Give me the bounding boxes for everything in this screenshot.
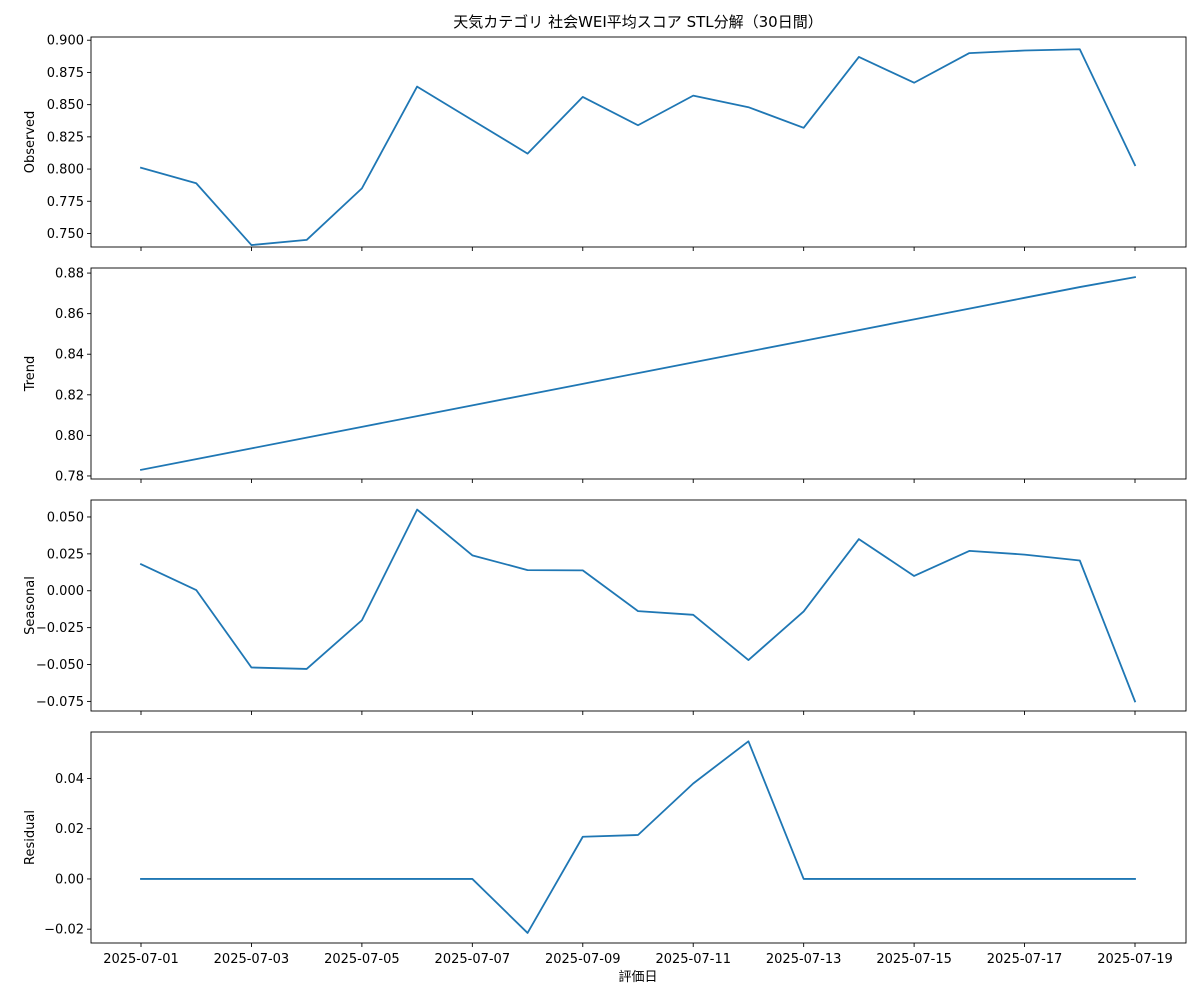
panel-frame <box>90 267 1187 480</box>
y-tick-label: 0.02 <box>55 822 84 837</box>
y-axis-label: Residual <box>23 810 38 865</box>
y-tick-label: 0.00 <box>55 872 84 887</box>
series-line-seasonal <box>139 508 1137 703</box>
y-tick-label: −0.075 <box>36 695 84 710</box>
x-tick-label: 2025-07-03 <box>214 952 290 967</box>
series-line-trend <box>139 276 1137 471</box>
x-tick-label: 2025-07-05 <box>324 952 400 967</box>
y-tick-label: 0.850 <box>47 98 84 113</box>
series-line-residual <box>140 740 1136 934</box>
y-tick-label: −0.025 <box>36 621 84 636</box>
y-tick-label: 0.800 <box>47 163 84 178</box>
y-axis-label: Trend <box>23 356 38 393</box>
x-axis-label: 評価日 <box>618 970 657 985</box>
y-tick-label: 0.900 <box>47 34 84 49</box>
panel-frame <box>90 731 1187 944</box>
panel-seasonal: −0.075 −0.050 −0.025 0.000 0.025 0.050 Seasona… <box>23 499 1187 715</box>
y-tick-label: −0.050 <box>36 658 84 673</box>
panel-residual: −0.02 0.00 0.02 0.04 Residual 2025-07-01 2025-… <box>23 731 1187 967</box>
y-tick-label: 0.82 <box>55 388 84 403</box>
y-tick-label: 0.86 <box>55 307 84 322</box>
y-tick-label: 0.050 <box>47 510 84 525</box>
y-tick-label: −0.02 <box>44 923 84 938</box>
chart-title: 天気カテゴリ 社会WEI平均スコア STL分解（30日間） <box>453 13 822 31</box>
y-tick-label: 0.78 <box>55 469 84 484</box>
y-axis-label: Observed <box>23 111 38 174</box>
y-tick-label: 0.775 <box>47 195 84 210</box>
x-tick-label: 2025-07-19 <box>1097 952 1173 967</box>
series-line-observed <box>139 48 1137 246</box>
x-tick-label: 2025-07-01 <box>103 952 179 967</box>
panel-trend: 0.78 0.80 0.82 0.84 0.86 0.88 Trend <box>23 267 1187 484</box>
y-tick-label: 0.80 <box>55 429 84 444</box>
x-tick-label: 2025-07-15 <box>876 952 952 967</box>
y-tick-label: 0.04 <box>55 772 84 787</box>
y-axis-label: Seasonal <box>23 576 38 635</box>
y-tick-label: 0.875 <box>47 66 84 81</box>
panel-frame <box>90 499 1187 712</box>
x-tick-label: 2025-07-09 <box>545 952 621 967</box>
y-tick-label: 0.825 <box>47 130 84 145</box>
y-tick-label: 0.025 <box>47 547 84 562</box>
y-tick-label: 0.88 <box>55 267 84 282</box>
x-tick-label: 2025-07-07 <box>435 952 511 967</box>
x-tick-label: 2025-07-13 <box>766 952 842 967</box>
y-tick-label: 0.84 <box>55 348 84 363</box>
y-tick-label: 0.750 <box>47 227 84 242</box>
y-tick-label: 0.000 <box>47 584 84 599</box>
panel-frame <box>90 36 1187 248</box>
panel-observed: 0.750 0.775 0.800 0.825 0.850 0.875 0.900 Obser… <box>23 34 1187 251</box>
x-tick-label: 2025-07-11 <box>655 952 731 967</box>
x-tick-label: 2025-07-17 <box>987 952 1063 967</box>
